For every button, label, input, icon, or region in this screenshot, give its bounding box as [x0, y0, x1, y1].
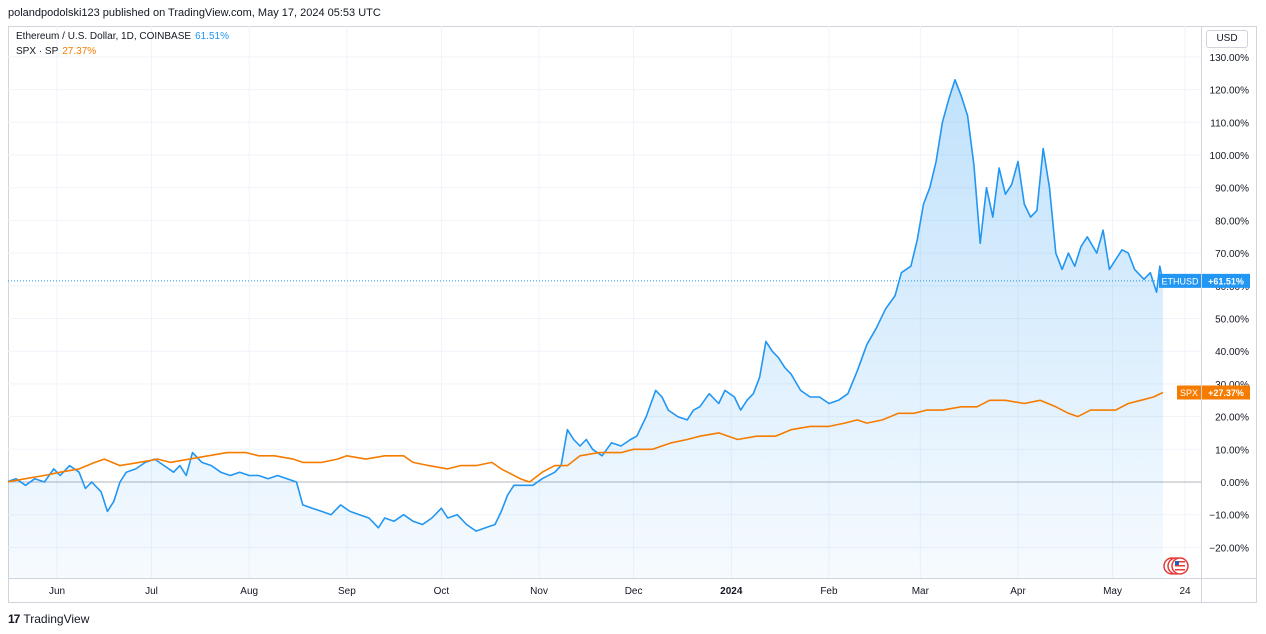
y-tick-label: 40.00%: [1215, 347, 1249, 358]
eth-price-tag-symbol-bg: [1159, 273, 1201, 288]
y-tick-label: 90.00%: [1215, 184, 1249, 195]
y-tick-label: 20.00%: [1215, 413, 1249, 424]
published-line: polandpodolski123 published on TradingVi…: [8, 7, 381, 19]
series-line-ethusd: [8, 79, 1164, 532]
x-tick-label: Mar: [912, 586, 930, 597]
spx-price-tag: SPX +27.37%: [1177, 385, 1250, 400]
x-tick-label: 2024: [720, 586, 743, 597]
series-area-ethusd: [8, 79, 1163, 578]
x-tick-label: Feb: [820, 586, 838, 597]
x-tick-label: Oct: [434, 586, 450, 597]
spx-price-tag-symbol-bg: [1177, 385, 1201, 400]
legend-spx[interactable]: SPX · SP 27.37%: [16, 46, 96, 57]
tv-logo-icon: 17: [8, 612, 20, 626]
y-tick-label: 30.00%: [1215, 380, 1249, 391]
y-tick-label: 80.00%: [1215, 216, 1249, 227]
y-tick-label: −20.00%: [1209, 543, 1249, 554]
eth-price-tag: ETHUSD +61.51%: [1159, 273, 1250, 288]
y-tick-label: 10.00%: [1215, 445, 1249, 456]
spx-price-tag-value: +27.37%: [1208, 388, 1244, 398]
x-tick-label: Dec: [625, 586, 643, 597]
tv-brand: TradingView: [23, 612, 90, 626]
spx-price-tag-symbol: SPX: [1180, 388, 1198, 398]
y-tick-label: −10.00%: [1209, 511, 1249, 522]
x-tick-label: Aug: [240, 586, 258, 597]
currency-button[interactable]: USD: [1206, 30, 1248, 48]
x-tick-label: Jun: [49, 586, 65, 597]
series-line-spx: [8, 391, 1164, 483]
chart-frame: [8, 26, 1257, 603]
x-tick-label: Jul: [145, 586, 158, 597]
us-flag-icon[interactable]: [1162, 556, 1190, 576]
x-tick-label: 24: [1179, 586, 1191, 597]
y-tick-label: 120.00%: [1210, 86, 1250, 97]
eth-price-tag-symbol: ETHUSD: [1161, 276, 1199, 286]
x-tick-label: Apr: [1010, 586, 1026, 597]
legend-spx-pct: 27.37%: [62, 46, 97, 57]
x-tick-label: Sep: [338, 586, 356, 597]
chart-svg[interactable]: −20.00% −10.00% 0.00% 10.00% 20.00% 30.00% 40.…: [8, 26, 1257, 603]
y-tick-label: 50.00%: [1215, 315, 1249, 326]
legend-spx-label: SPX · SP: [16, 46, 59, 57]
tradingview-logo[interactable]: 17 TradingView: [8, 612, 89, 626]
x-tick-label: Nov: [530, 586, 548, 597]
y-tick-label: 100.00%: [1210, 151, 1250, 162]
legend-eth-pct: 61.51%: [195, 31, 229, 42]
legend-eth[interactable]: Ethereum / U.S. Dollar, 1D, COINBASE 61.5…: [16, 31, 229, 42]
x-tick-label: May: [1103, 586, 1122, 597]
y-tick-label: 70.00%: [1215, 249, 1249, 260]
legend-eth-label: Ethereum / U.S. Dollar, 1D, COINBASE: [16, 31, 192, 42]
y-tick-label: 110.00%: [1210, 118, 1249, 129]
eth-price-tag-value: +61.51%: [1208, 276, 1244, 286]
y-tick-label: 130.00%: [1210, 53, 1250, 64]
y-tick-label: 0.00%: [1221, 478, 1249, 489]
eth-price-tag-value-bg: [1202, 273, 1250, 288]
spx-price-tag-value-bg: [1202, 385, 1250, 400]
